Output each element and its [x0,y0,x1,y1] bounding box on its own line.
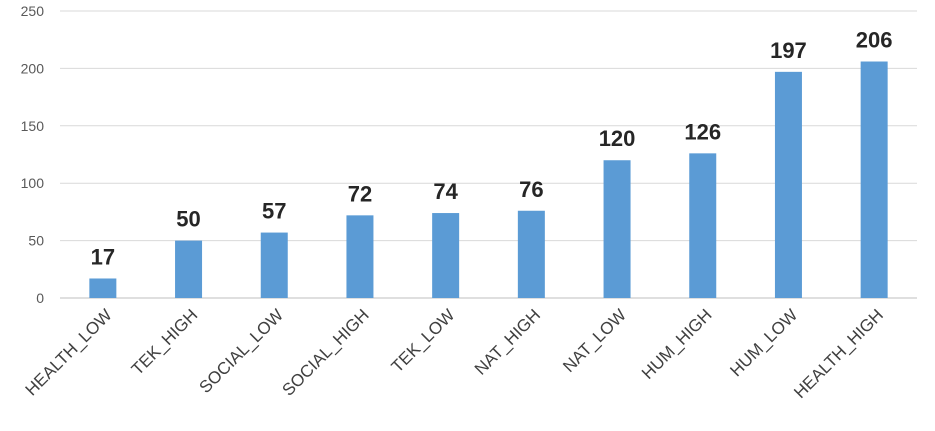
bar [432,213,460,298]
x-tick-label: NAT_LOW [559,305,630,376]
x-tick-label: HEALTH_HIGH [790,305,887,402]
x-tick-label: HEALTH_LOW [22,305,116,399]
data-label: 206 [856,28,893,53]
data-label: 57 [262,199,286,224]
data-label: 126 [684,119,721,144]
x-tick-label: NAT_HIGH [471,305,544,378]
bar [175,240,203,298]
bars [89,61,888,299]
bar [689,153,717,298]
x-tick-label: HUM_HIGH [638,305,716,383]
bar [603,160,631,298]
data-label: 76 [519,177,543,202]
data-label: 17 [91,244,115,269]
bar [89,278,117,298]
bar [774,71,802,299]
gridlines [60,10,917,299]
x-tick-label: SOCIAL_LOW [195,305,287,397]
bar [260,232,288,298]
bar [860,61,888,299]
y-tick-label: 200 [21,60,45,76]
y-tick-label: 0 [36,290,44,306]
x-tick-label: HUM_LOW [726,305,801,380]
data-label: 74 [433,179,458,204]
data-label: 50 [176,207,200,232]
data-label: 120 [599,126,636,151]
bar [346,215,374,298]
y-tick-label: 250 [21,3,45,19]
y-tick-label: 100 [21,175,45,191]
bar [517,210,545,298]
y-tick-label: 50 [28,233,44,249]
data-labels: 17 50 57 72 74 76 120 126 197 206 [91,28,893,270]
y-tick-label: 150 [21,118,45,134]
x-tick-label: TEK_LOW [388,305,459,376]
data-label: 72 [348,181,372,206]
x-tick-label: SOCIAL_HIGH [279,305,373,399]
y-axis-tick-labels: 0 50 100 150 200 250 [21,3,45,306]
x-tick-label: TEK_HIGH [128,305,202,379]
data-label: 197 [770,38,807,63]
